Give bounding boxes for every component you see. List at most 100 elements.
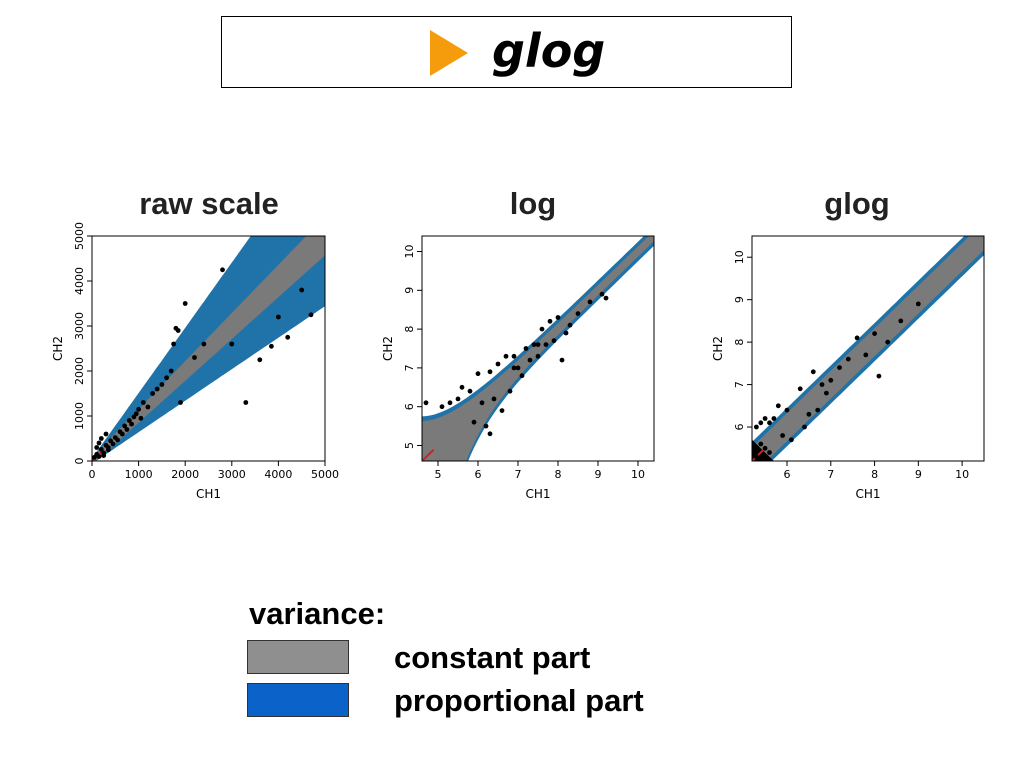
data-point [784,407,790,413]
data-point [898,318,904,324]
data-point [126,418,132,423]
data-point [308,312,314,318]
data-point [119,431,125,437]
data-point [96,454,102,459]
slide-title-box: glog [221,16,792,88]
y-tick-label: 5000 [73,222,86,250]
y-tick-label: 10 [403,245,416,259]
data-point [824,390,829,396]
legend-heading: variance: [249,596,386,631]
data-point [515,365,521,371]
data-point [96,440,102,446]
data-point [872,331,877,336]
y-tick-label: 2000 [73,357,86,385]
data-point [563,330,569,336]
data-point [754,424,759,430]
y-tick-label: 8 [403,326,416,333]
data-point [467,388,473,394]
legend-swatch-proportional [247,683,349,717]
band-proportional [92,236,325,461]
y-tick-label: 1000 [73,402,86,430]
data-point [447,400,453,406]
play-arrow-icon [430,30,468,76]
data-point [94,445,100,450]
data-point [845,356,851,362]
data-point [555,315,561,320]
data-point [495,361,501,367]
data-point [837,365,842,370]
data-point [257,357,263,363]
data-point [535,353,541,359]
data-point [854,335,860,341]
plot-panel-0: 0 1000 2000 3000 4000 5000 0 1000 2000 3000 4000 50… [51,222,339,501]
x-tick-label: 9 [915,468,922,481]
data-point [885,339,891,345]
data-point [758,441,764,447]
x-tick-label: 6 [475,468,482,481]
data-point [269,343,274,349]
x-tick-label: 3000 [218,468,246,481]
slide-title: glog [492,24,606,78]
x-tick-label: 10 [631,468,645,481]
data-point [154,386,160,392]
legend-swatch-constant [247,640,349,674]
plot-panel-2: 6 7 8 9 10 6 7 8 9 10 CH1 CH2 [711,235,985,501]
panel-title-raw: raw scale [139,186,279,221]
data-point [220,267,225,273]
data-point [124,427,130,432]
data-point [471,419,477,425]
data-point [503,353,509,359]
data-point [105,447,111,453]
data-point [178,400,183,405]
data-point [523,346,529,351]
x-tick-label: 2000 [171,468,199,481]
data-point [559,357,565,363]
data-point [599,291,605,297]
x-tick-label: 9 [595,468,602,481]
x-tick-label: 7 [515,468,522,481]
data-point [483,423,489,429]
x-tick-label: 7 [827,468,834,481]
data-point [175,328,181,333]
plot-panel-1: 5 6 7 8 9 10 5 6 7 8 9 10 CH1 CH2 [381,235,655,501]
y-tick-label: 8 [733,339,746,346]
data-point [797,386,803,392]
data-point [285,334,291,340]
data-point [164,375,170,381]
y-tick-label: 6 [403,403,416,410]
x-axis-label: CH1 [855,487,880,501]
data-point [171,341,177,347]
data-point [423,400,429,406]
y-axis-label: CH2 [51,336,65,361]
data-point [491,396,497,402]
data-point [110,441,116,447]
y-tick-label: 6 [733,424,746,431]
data-point [535,342,541,347]
data-point [138,415,144,421]
x-tick-label: 8 [555,468,562,481]
data-point [101,453,107,458]
plot-frame [751,235,985,462]
data-point [789,437,794,443]
y-tick-label: 10 [733,250,746,264]
data-point [775,403,781,409]
x-tick-label: 4000 [264,468,292,481]
y-tick-label: 5 [403,442,416,449]
data-point [140,400,146,405]
data-point [487,369,493,375]
data-point [507,388,513,394]
data-point [802,424,807,430]
x-tick-label: 10 [955,468,969,481]
diagonal-line [422,449,435,461]
plot-frame [91,235,326,462]
data-point [168,368,174,374]
y-axis-label: CH2 [711,336,725,361]
data-point [519,373,525,379]
band-constant [92,236,325,461]
data-point [182,301,188,306]
x-tick-label: 0 [89,468,96,481]
data-point [201,341,207,347]
data-point [762,416,768,421]
data-point [876,373,882,379]
data-point [780,433,785,438]
